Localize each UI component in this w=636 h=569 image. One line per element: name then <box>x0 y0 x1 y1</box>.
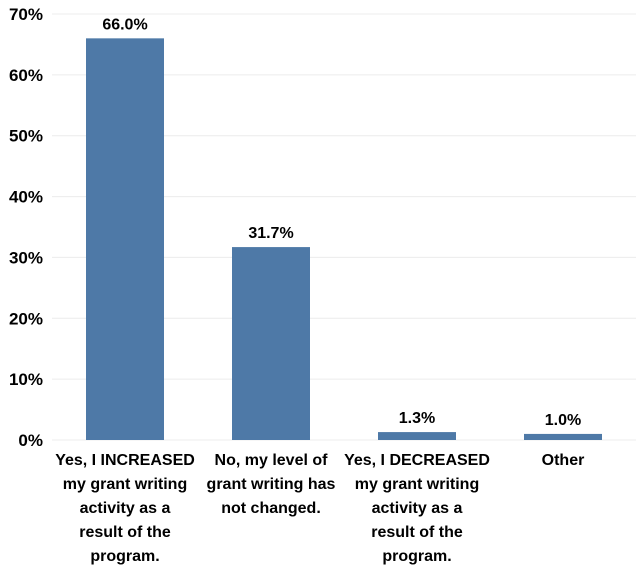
y-axis-tick-labels: 0% 10% 20% 30% 40% 50% 60% 70% <box>9 5 43 450</box>
category-label-line: not changed. <box>221 500 321 517</box>
x-axis-category-labels: Yes, I INCREASED my grant writing activity… <box>55 452 584 565</box>
data-labels: 66.0% 31.7% 1.3% 1.0% <box>102 16 581 429</box>
category-label-line: Yes, I DECREASED <box>344 452 490 469</box>
category-label: Yes, I DECREASED my grant writing activity… <box>344 452 490 565</box>
category-label-line: my grant writing <box>355 476 479 493</box>
y-tick-label: 60% <box>9 66 43 85</box>
y-tick-label: 0% <box>18 431 43 450</box>
category-label-line: Yes, I INCREASED <box>55 452 195 469</box>
data-label: 31.7% <box>248 225 293 242</box>
bar <box>378 432 456 440</box>
category-label: No, my level of grant writing has not chan… <box>207 452 336 517</box>
y-tick-label: 10% <box>9 370 43 389</box>
bar <box>524 433 602 440</box>
category-label-line: activity as a <box>80 500 171 517</box>
y-tick-label: 20% <box>9 309 43 328</box>
category-label-line: No, my level of <box>215 452 329 469</box>
category-label-line: my grant writing <box>63 476 187 493</box>
bars <box>86 38 602 440</box>
bar <box>232 247 310 440</box>
data-label: 66.0% <box>102 16 147 33</box>
bar <box>86 38 164 440</box>
category-label: Other <box>542 452 585 469</box>
category-label-line: Other <box>542 452 585 469</box>
y-tick-label: 70% <box>9 5 43 24</box>
data-label: 1.3% <box>399 410 435 427</box>
category-label-line: activity as a <box>372 500 463 517</box>
data-label: 1.0% <box>545 412 581 429</box>
y-tick-label: 40% <box>9 188 43 207</box>
category-label: Yes, I INCREASED my grant writing activity… <box>55 452 195 565</box>
category-label-line: program. <box>382 548 451 565</box>
y-tick-label: 30% <box>9 248 43 267</box>
y-tick-label: 50% <box>9 127 43 146</box>
category-label-line: result of the <box>79 524 171 541</box>
category-label-line: grant writing has <box>207 476 336 493</box>
category-label-line: result of the <box>371 524 463 541</box>
category-label-line: program. <box>90 548 159 565</box>
